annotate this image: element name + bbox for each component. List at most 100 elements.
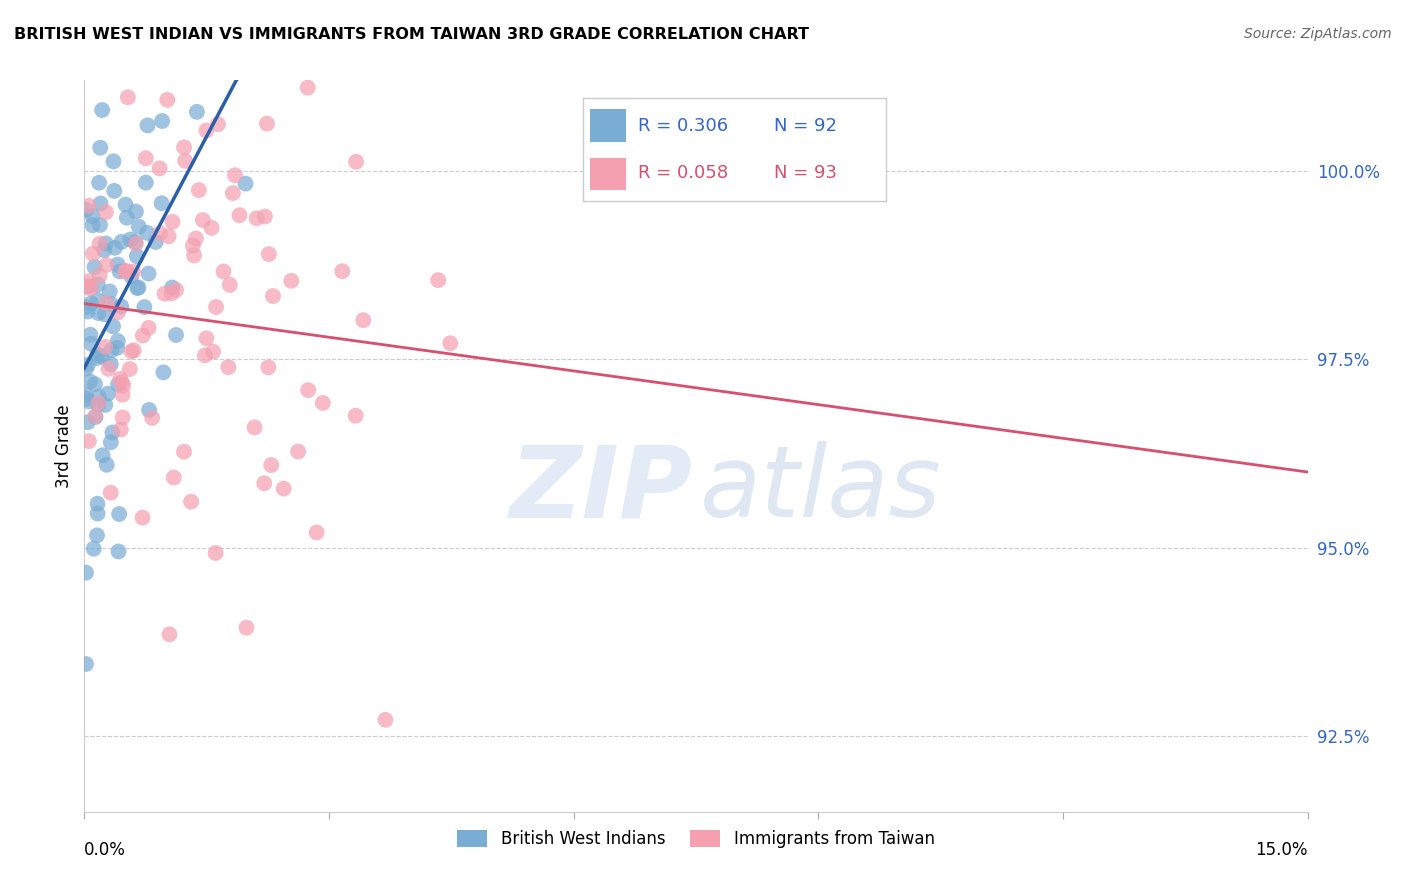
Point — [107, 544, 129, 558]
Point — [94, 398, 117, 412]
Point — [79, 327, 101, 342]
Point — [115, 264, 138, 278]
Point — [120, 344, 142, 359]
Point — [90, 196, 112, 211]
Point — [87, 176, 110, 190]
Point — [93, 243, 115, 257]
Point — [181, 238, 204, 252]
Point — [195, 331, 218, 345]
Point — [86, 507, 108, 521]
Point — [204, 546, 226, 560]
Point — [91, 448, 114, 462]
Point — [89, 268, 111, 283]
Point — [75, 202, 97, 217]
Bar — [589, 158, 626, 190]
Point — [100, 357, 122, 371]
Point — [83, 541, 105, 556]
Point — [222, 186, 245, 200]
Point — [256, 117, 278, 131]
Text: 0.0%: 0.0% — [84, 841, 127, 859]
Point — [243, 420, 266, 434]
Point — [82, 209, 104, 223]
Point — [111, 388, 134, 402]
Point — [138, 403, 160, 417]
Point — [110, 422, 132, 436]
Point — [84, 377, 107, 392]
Point — [108, 507, 131, 521]
Point — [89, 141, 111, 155]
Point — [235, 177, 257, 191]
Point — [101, 425, 124, 440]
Point — [96, 296, 118, 310]
Point — [82, 246, 104, 260]
Point — [105, 341, 128, 355]
Point — [80, 296, 103, 310]
Point — [125, 249, 148, 263]
Point — [191, 213, 214, 227]
Point — [87, 396, 110, 410]
Point — [352, 313, 374, 327]
Point — [287, 444, 309, 458]
Point — [77, 358, 100, 372]
Point — [110, 372, 132, 386]
Point — [160, 286, 183, 301]
Point — [160, 280, 183, 294]
Point — [111, 376, 134, 390]
Point — [212, 264, 235, 278]
Point — [79, 282, 101, 296]
Point — [77, 279, 100, 293]
Point — [138, 320, 160, 334]
Text: Source: ZipAtlas.com: Source: ZipAtlas.com — [1244, 27, 1392, 41]
Point — [253, 210, 276, 224]
Point — [262, 289, 284, 303]
Point — [117, 90, 139, 104]
Point — [89, 218, 111, 232]
Point — [194, 348, 217, 362]
Point — [200, 220, 222, 235]
Point — [122, 264, 145, 278]
Point — [114, 264, 136, 278]
Point — [82, 219, 104, 233]
Point — [79, 375, 101, 389]
Point — [427, 273, 450, 287]
Point — [114, 197, 136, 211]
Point — [152, 365, 174, 379]
Point — [118, 362, 141, 376]
Point — [134, 300, 156, 314]
Point — [344, 154, 367, 169]
Point — [84, 409, 107, 424]
Point — [128, 280, 150, 294]
Text: N = 93: N = 93 — [773, 164, 837, 182]
Point — [312, 396, 335, 410]
Point — [86, 528, 108, 542]
Point — [273, 482, 295, 496]
Y-axis label: 3rd Grade: 3rd Grade — [55, 404, 73, 488]
Point — [186, 104, 208, 119]
Point — [132, 328, 155, 343]
Point — [94, 307, 117, 321]
Point — [77, 434, 100, 449]
Point — [100, 435, 122, 450]
Point — [305, 525, 328, 540]
Point — [110, 29, 132, 44]
Point — [205, 300, 228, 314]
Point — [149, 161, 172, 176]
Point — [218, 277, 240, 292]
Point — [98, 285, 121, 299]
Point — [107, 305, 129, 319]
Point — [165, 328, 187, 343]
Point — [128, 219, 150, 234]
Point — [228, 208, 250, 222]
Point — [108, 264, 131, 278]
Point — [86, 293, 108, 307]
Point — [159, 62, 181, 76]
Point — [180, 494, 202, 508]
Point — [83, 260, 105, 274]
Point — [136, 226, 159, 240]
Point — [96, 258, 118, 272]
Point — [94, 205, 117, 219]
Point — [136, 119, 159, 133]
Point — [297, 383, 319, 397]
Point — [202, 344, 225, 359]
Point — [76, 415, 98, 429]
